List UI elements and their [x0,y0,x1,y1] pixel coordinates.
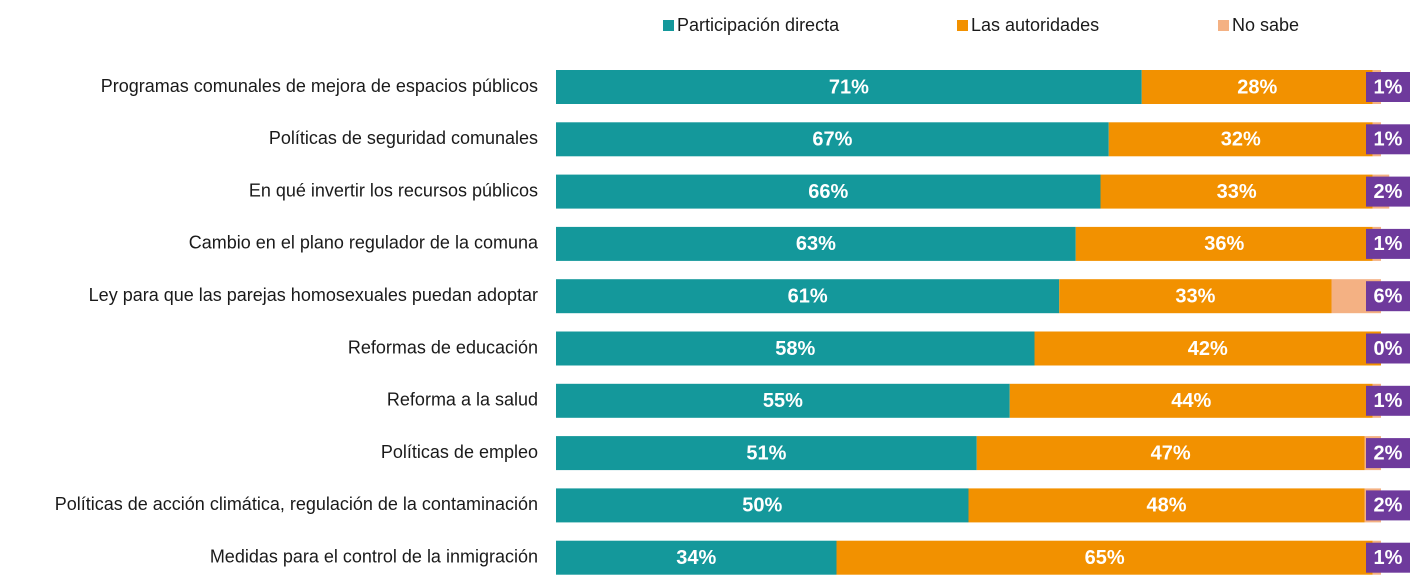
bar-segment [1100,174,1373,209]
value-label-box [1366,176,1410,207]
value-label: 51% [746,442,786,464]
value-label: 50% [742,495,782,517]
category-label: En qué invertir los recursos públicos [249,180,538,200]
category-label: Programas comunales de mejora de espacio… [101,76,538,96]
value-label: 32% [1221,129,1261,151]
value-label: 33% [1175,285,1215,307]
category-label: Políticas de empleo [381,442,538,462]
bar-segment [556,174,1101,209]
value-label: 34% [676,547,716,569]
bar-segment [556,436,977,471]
value-label: 1% [1374,390,1403,412]
bar-segment [1141,70,1373,104]
value-label: 66% [808,181,848,203]
value-label: 2% [1374,495,1403,517]
value-label: 1% [1374,233,1403,255]
category-label: Políticas de seguridad comunales [269,128,538,148]
bar-segment [556,488,969,523]
bar-segment [556,122,1109,157]
value-label: 55% [763,390,803,412]
legend-label: No sabe [1232,15,1299,35]
value-label: 65% [1085,547,1125,569]
value-label-box [1366,124,1410,155]
value-label: 1% [1374,547,1403,569]
value-label-box [1366,333,1410,364]
bar-segment [1034,331,1381,366]
value-label: 36% [1204,233,1244,255]
value-label: 63% [796,233,836,255]
category-label: Reforma a la salud [387,390,538,410]
bar-segment [556,226,1076,261]
bar-segment [836,540,1373,575]
bar-segment [1059,279,1332,314]
value-label: 1% [1374,129,1403,151]
category-label: Reformas de educación [348,337,538,357]
bar-segment [556,383,1010,418]
bar-segment [556,279,1060,314]
value-label: 71% [829,76,869,98]
value-label: 44% [1171,390,1211,412]
bar-segment [1009,383,1373,418]
value-label-box [1366,438,1410,469]
value-label: 2% [1374,181,1403,203]
category-label: Políticas de acción climática, regulació… [55,494,538,514]
value-label: 42% [1188,338,1228,360]
legend-label: Participación directa [677,15,840,35]
value-label: 61% [788,285,828,307]
value-label-box [1366,281,1410,312]
value-label: 58% [775,338,815,360]
value-label: 0% [1374,338,1403,360]
value-label-box [1366,542,1410,573]
bar-segment [556,331,1035,366]
legend-swatch [663,20,674,31]
value-label: 48% [1146,495,1186,517]
value-label: 28% [1237,76,1277,98]
category-label: Medidas para el control de la inmigració… [210,546,538,566]
bar-segment [1108,122,1373,157]
bar-segment [556,540,837,575]
bar-segment [1075,226,1373,261]
value-label: 6% [1374,285,1403,307]
value-label-box [1366,72,1410,102]
value-label-box [1366,385,1410,416]
bar-segment [556,70,1142,104]
value-label: 1% [1374,76,1403,98]
legend-swatch [1218,20,1229,31]
value-label-box [1366,490,1410,521]
category-label: Ley para que las parejas homosexuales pu… [89,285,538,305]
bar-segment [968,488,1365,523]
value-label-box [1366,228,1410,259]
value-label: 2% [1374,442,1403,464]
legend-label: Las autoridades [971,15,1099,35]
value-label: 33% [1217,181,1257,203]
legend-swatch [957,20,968,31]
bar-segment [976,436,1365,471]
value-label: 47% [1151,442,1191,464]
value-label: 67% [812,129,852,151]
category-label: Cambio en el plano regulador de la comun… [189,233,539,253]
